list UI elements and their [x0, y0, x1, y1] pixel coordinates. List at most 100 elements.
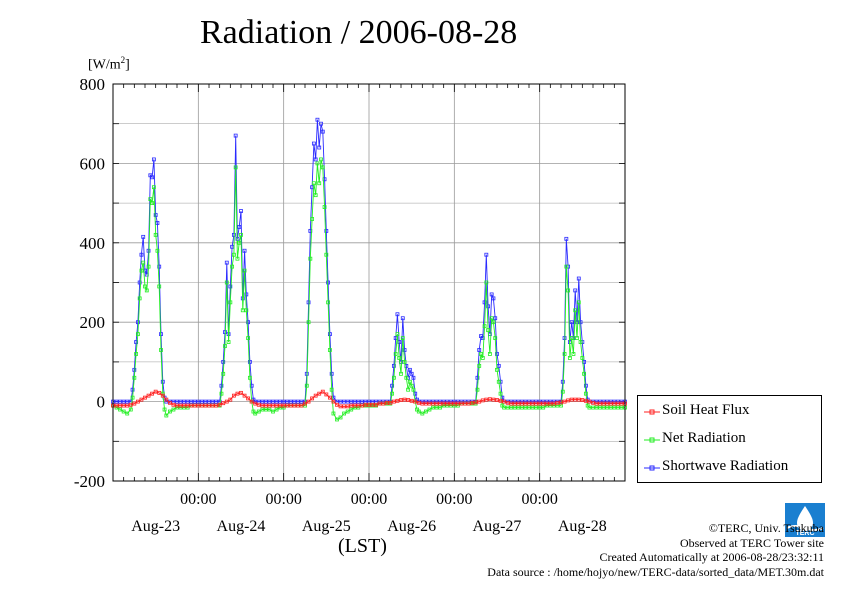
- legend-swatch-net: [644, 437, 660, 443]
- data-point-net-radiation: [445, 403, 450, 408]
- data-point-soil-heat-flux: [416, 400, 421, 405]
- data-point-soil-heat-flux: [271, 403, 275, 408]
- data-point-net-radiation: [317, 181, 322, 186]
- data-point-soil-heat-flux: [118, 403, 123, 408]
- data-point-net-radiation: [135, 332, 140, 337]
- data-point-net-radiation: [416, 409, 421, 414]
- data-point-shortwave-radiation: [326, 280, 331, 285]
- data-point-shortwave-radiation: [407, 367, 412, 372]
- data-point-soil-heat-flux: [569, 397, 574, 402]
- data-point-soil-heat-flux: [231, 393, 236, 398]
- y-tick-label: 400: [80, 234, 106, 253]
- data-point-shortwave-radiation: [311, 141, 316, 146]
- data-point-soil-heat-flux: [295, 403, 300, 408]
- data-point-shortwave-radiation: [452, 399, 457, 404]
- x-axis-label: (LST): [338, 535, 387, 557]
- data-point-shortwave-radiation: [359, 399, 364, 404]
- data-point-net-radiation: [608, 405, 613, 410]
- data-point-net-radiation: [484, 280, 489, 285]
- data-point-net-radiation: [479, 352, 483, 356]
- data-point-net-radiation: [393, 352, 398, 356]
- data-point-soil-heat-flux: [217, 402, 222, 407]
- data-point-net-radiation: [486, 328, 491, 333]
- data-point-shortwave-radiation: [153, 213, 158, 217]
- data-point-soil-heat-flux: [185, 403, 190, 408]
- legend-label-shortwave: Shortwave Radiation: [662, 458, 789, 474]
- data-point-net-radiation: [420, 411, 425, 416]
- data-point-net-radiation: [125, 411, 130, 416]
- data-point-soil-heat-flux: [331, 399, 336, 404]
- data-point-shortwave-radiation: [175, 399, 179, 404]
- data-point-soil-heat-flux: [150, 391, 155, 396]
- data-point-net-radiation: [582, 371, 587, 376]
- x-date-label: Aug-28: [558, 518, 607, 535]
- data-point-soil-heat-flux: [320, 389, 325, 394]
- data-point-shortwave-radiation: [578, 320, 583, 325]
- data-point-soil-heat-flux: [463, 401, 467, 406]
- data-point-net-radiation: [560, 389, 565, 394]
- data-point-soil-heat-flux: [182, 403, 187, 408]
- data-point-shortwave-radiation: [598, 399, 603, 404]
- data-point-soil-heat-flux: [505, 400, 510, 405]
- series-line-soil-heat-flux: [113, 391, 625, 407]
- data-point-soil-heat-flux: [534, 401, 539, 406]
- data-point-shortwave-radiation: [199, 399, 204, 404]
- data-point-shortwave-radiation: [455, 399, 460, 404]
- data-point-soil-heat-flux: [160, 393, 165, 398]
- data-point-net-radiation: [407, 379, 412, 384]
- data-point-shortwave-radiation: [189, 399, 194, 404]
- data-point-net-radiation: [404, 375, 409, 380]
- legend-item-net: Net Radiation: [638, 426, 821, 452]
- data-point-net-radiation: [223, 344, 227, 348]
- data-point-soil-heat-flux: [288, 403, 293, 408]
- data-point-net-radiation: [274, 407, 279, 412]
- data-point-net-radiation: [143, 284, 147, 289]
- data-point-net-radiation: [406, 387, 411, 392]
- data-point-net-radiation: [342, 411, 347, 416]
- data-point-net-radiation: [185, 405, 190, 410]
- data-point-net-radiation: [240, 308, 245, 313]
- data-point-shortwave-radiation: [342, 399, 347, 404]
- data-point-shortwave-radiation: [530, 399, 535, 404]
- data-point-shortwave-radiation: [196, 399, 201, 404]
- data-point-net-radiation: [402, 359, 407, 364]
- data-point-soil-heat-flux: [253, 401, 258, 406]
- data-point-shortwave-radiation: [409, 371, 414, 376]
- data-point-net-radiation: [230, 264, 235, 269]
- data-point-net-radiation: [178, 405, 183, 410]
- data-point-soil-heat-flux: [374, 402, 379, 407]
- data-point-soil-heat-flux: [356, 403, 361, 408]
- data-point-net-radiation: [221, 371, 226, 376]
- data-point-net-radiation: [493, 336, 498, 340]
- data-point-net-radiation: [219, 391, 224, 396]
- data-point-shortwave-radiation: [139, 252, 144, 257]
- data-point-soil-heat-flux: [559, 400, 563, 405]
- data-point-shortwave-radiation: [345, 399, 350, 404]
- credits-block: ©TERC, Univ. Tsukuba Observed at TERC To…: [487, 521, 824, 579]
- data-point-soil-heat-flux: [605, 401, 610, 406]
- data-point-net-radiation: [548, 403, 553, 408]
- data-point-net-radiation: [571, 352, 576, 356]
- credit-site: Observed at TERC Tower site: [679, 535, 824, 550]
- data-point-net-radiation: [242, 268, 247, 273]
- data-point-shortwave-radiation: [583, 383, 588, 388]
- data-point-net-radiation: [253, 411, 258, 416]
- data-point-shortwave-radiation: [381, 399, 386, 404]
- data-point-net-radiation: [569, 336, 574, 340]
- data-point-soil-heat-flux: [420, 401, 425, 406]
- data-point-net-radiation: [438, 405, 443, 410]
- data-point-net-radiation: [498, 391, 503, 396]
- data-point-soil-heat-flux: [516, 401, 521, 406]
- data-point-soil-heat-flux: [434, 401, 439, 406]
- data-point-soil-heat-flux: [143, 395, 147, 400]
- x-date-label: Aug-25: [302, 518, 351, 535]
- data-point-soil-heat-flux: [612, 401, 617, 406]
- data-point-net-radiation: [345, 409, 350, 414]
- data-point-shortwave-radiation: [390, 383, 395, 388]
- data-point-shortwave-radiation: [573, 288, 578, 293]
- data-point-shortwave-radiation: [299, 399, 304, 404]
- data-point-net-radiation: [114, 405, 119, 410]
- data-point-soil-heat-flux: [338, 404, 343, 409]
- data-point-soil-heat-flux: [491, 397, 496, 402]
- data-point-soil-heat-flux: [327, 395, 332, 400]
